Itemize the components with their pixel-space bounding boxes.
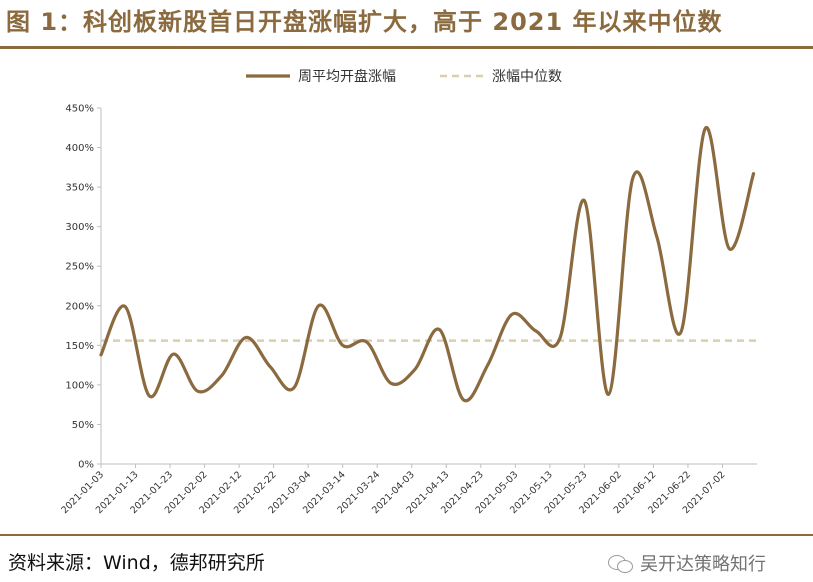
y-tick-label: 100% <box>65 380 94 391</box>
wechat-icon <box>608 553 634 573</box>
legend-label-median: 涨幅中位数 <box>492 69 562 85</box>
chart-axes: 0%50%100%150%200%250%300%350%400%450%202… <box>59 104 757 516</box>
watermark-text: 吴开达策略知行 <box>640 554 766 575</box>
y-tick-label: 350% <box>65 183 94 194</box>
legend-label-weekly-avg: 周平均开盘涨幅 <box>298 68 396 85</box>
y-tick-label: 300% <box>65 222 94 233</box>
y-tick-label: 50% <box>72 420 94 431</box>
y-tick-label: 150% <box>65 341 94 352</box>
page-title: 图 1：科创板新股首日开盘涨幅扩大，高于 2021 年以来中位数 <box>6 8 723 36</box>
source-divider <box>0 534 813 536</box>
y-tick-label: 0% <box>78 460 94 471</box>
title-divider <box>0 46 813 49</box>
y-tick-label: 200% <box>65 301 94 312</box>
y-tick-label: 450% <box>65 104 94 115</box>
watermark: 吴开达策略知行 <box>608 548 766 578</box>
y-tick-label: 250% <box>65 262 94 273</box>
line-chart: 周平均开盘涨幅 涨幅中位数 0% 50% 100% 150% 200% 250% 300% 35… <box>59 68 757 516</box>
weekly-avg-line <box>99 126 756 403</box>
y-tick-label: 400% <box>65 143 94 154</box>
chart-series-layer <box>99 126 757 403</box>
source-note: 资料来源：Wind，德邦研究所 <box>8 552 265 574</box>
chart-legend: 周平均开盘涨幅 涨幅中位数 <box>246 68 562 85</box>
